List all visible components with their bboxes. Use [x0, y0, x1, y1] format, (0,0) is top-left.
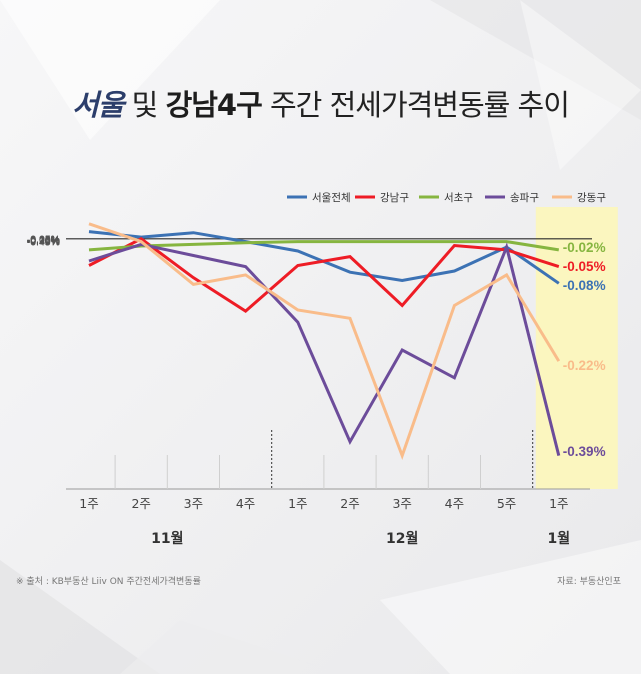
month-label: 12월 — [386, 530, 418, 547]
source-note: ※ 출처 : KB부동산 Liiv ON 주간전세가격변동률 — [16, 577, 201, 587]
y-tick-label: -0.25% — [27, 235, 60, 247]
legend-label-gangnam: 강남구 — [380, 192, 409, 204]
series-line-gangnam — [88, 237, 560, 313]
x-tick-label: 4주 — [445, 496, 464, 511]
legend-label-seocho: 서초구 — [444, 192, 473, 204]
x-tick-label: 1주 — [79, 496, 98, 511]
end-label-seocho: -0.02% — [563, 240, 606, 255]
end-label-songpa: -0.39% — [563, 444, 606, 459]
end-label-gangnam: -0.05% — [563, 259, 606, 274]
series-line-gangdong — [88, 222, 561, 460]
y-tick-label: -0.20% — [27, 235, 60, 247]
title-and: 및 — [123, 88, 166, 122]
month-label: 11월 — [151, 530, 183, 547]
title-gangnam4: 강남4구 — [165, 88, 263, 122]
y-tick-label: -0.45% — [27, 236, 60, 248]
x-tick-label: 2주 — [131, 496, 150, 511]
x-tick-label: 5주 — [497, 496, 516, 511]
title-rest: 주간 전세가격변동률 추이 — [261, 88, 570, 122]
legend-label-songpa: 송파구 — [510, 192, 539, 204]
y-tick-label: -0.40% — [27, 236, 60, 248]
end-label-gangdong: -0.22% — [563, 358, 606, 373]
y-tick-label: -0.15% — [27, 235, 60, 247]
legend-label-gangdong: 강동구 — [577, 192, 606, 204]
series-line-songpa — [88, 242, 561, 456]
legend-label-seoul: 서울전체 — [312, 192, 351, 204]
x-tick-label: 3주 — [392, 496, 411, 511]
series-line-seocho — [88, 240, 560, 252]
end-label-seoul: -0.08% — [563, 278, 606, 293]
x-tick-label: 2주 — [340, 496, 359, 511]
x-tick-label: 3주 — [184, 496, 203, 511]
y-tick-label: -0.30% — [27, 235, 60, 247]
x-tick-label: 1주 — [288, 496, 307, 511]
chart-title: 서울 및 강남4구 주간 전세가격변동률 추이 — [0, 82, 641, 124]
y-tick-label: -0.35% — [27, 236, 60, 248]
y-tick-label: 0.00% — [30, 234, 60, 246]
x-tick-label: 4주 — [236, 496, 255, 511]
title-seoul: 서울 — [72, 88, 124, 122]
y-tick-label: -0.05% — [27, 234, 60, 246]
month-label: 1월 — [547, 530, 570, 547]
y-tick-label: 0.05% — [30, 234, 60, 246]
data-credit: 자료: 부동산인포 — [557, 577, 621, 587]
x-tick-label: 1주 — [549, 496, 568, 511]
y-tick-label: -0.10% — [27, 234, 60, 246]
